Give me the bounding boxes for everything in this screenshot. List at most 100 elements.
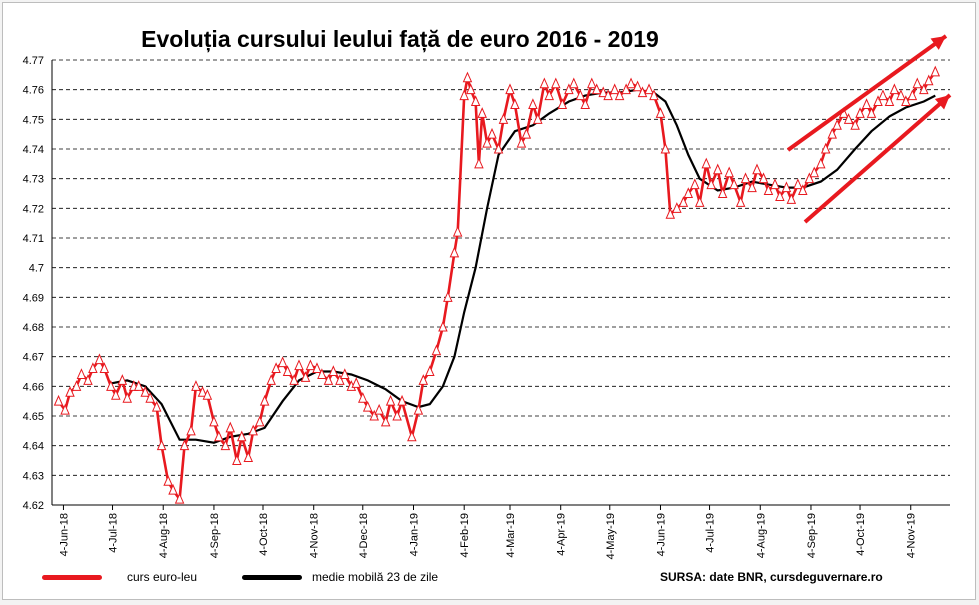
x-tick-label: 4-May-19 [605, 513, 617, 559]
rate-marker [873, 95, 883, 107]
rate-marker [83, 374, 93, 385]
legend-item-rate: curs euro-leu [42, 565, 197, 589]
rate-marker [557, 98, 568, 109]
rate-marker [425, 365, 435, 376]
rate-marker [690, 178, 700, 190]
rate-marker [191, 380, 201, 391]
rate-series [53, 65, 941, 504]
rate-marker [438, 320, 448, 332]
legend: curs euro-leu medie mobilă 23 de zile [0, 565, 979, 595]
rate-marker [809, 166, 820, 178]
rate-marker [923, 74, 934, 86]
trend-arrow-head [930, 36, 946, 50]
axes [51, 60, 950, 510]
rate-marker [407, 430, 417, 442]
y-tick-label: 4.7 [29, 263, 44, 275]
rate-marker [740, 172, 751, 184]
rate-marker [626, 77, 636, 89]
rate-marker [912, 77, 923, 89]
trend-arrow-head [934, 95, 950, 110]
rate-marker [655, 107, 666, 118]
rate-marker [729, 178, 739, 190]
rate-marker [487, 127, 497, 139]
rate-marker [528, 98, 538, 109]
rate-marker [683, 187, 694, 198]
rate-marker [724, 166, 734, 178]
rate-marker [758, 172, 769, 184]
legend-swatch-rate [42, 574, 102, 580]
rate-marker [884, 95, 895, 107]
rate-marker [99, 362, 110, 374]
rate-marker [493, 142, 504, 154]
rate-marker [781, 181, 792, 193]
legend-item-moving-average: medie mobilă 23 de zile [242, 565, 438, 589]
x-tick-label: 4-Mar-19 [505, 513, 517, 558]
rate-marker [672, 202, 682, 213]
rate-marker [861, 98, 872, 109]
rate-marker [71, 380, 82, 391]
rate-marker [901, 95, 911, 107]
rate-marker [660, 142, 671, 154]
rate-marker [317, 368, 327, 379]
rate-marker [649, 89, 659, 101]
rate-marker [614, 89, 625, 101]
y-tick-label: 4.73 [23, 174, 44, 186]
x-tick-label: 4-Oct-19 [855, 513, 867, 556]
rate-marker [174, 492, 185, 504]
rate-marker [106, 380, 116, 391]
trend-arrow [786, 34, 948, 152]
rate-marker [798, 184, 808, 196]
rate-marker [369, 409, 380, 421]
rate-marker [277, 356, 288, 368]
trend-arrows [786, 34, 952, 224]
rate-marker [168, 483, 178, 495]
rate-marker [443, 291, 453, 302]
rate-marker [374, 403, 384, 415]
rate-marker [232, 454, 242, 465]
rate-marker [694, 196, 705, 207]
rate-marker [637, 86, 648, 98]
legend-label-moving-average: medie mobilă 23 de zile [312, 570, 439, 584]
rate-marker [564, 83, 574, 95]
moving-average-line [110, 88, 936, 444]
rate-marker [449, 246, 460, 258]
rate-marker [804, 172, 815, 184]
rate-marker [763, 184, 774, 196]
rate-marker [111, 389, 121, 400]
x-tick-label: 4-Sep-18 [209, 513, 221, 558]
legend-swatch-moving-average [242, 574, 302, 580]
x-tick-label: 4-Nov-19 [906, 513, 918, 558]
rate-marker [678, 196, 689, 207]
chart-title: Evoluția cursului leului față de euro 20… [141, 26, 659, 52]
rate-marker [498, 113, 509, 124]
rate-marker [587, 77, 597, 89]
rate-marker [747, 181, 757, 193]
rate-marker [60, 403, 70, 415]
rate-marker [328, 365, 339, 376]
y-tick-label: 4.65 [23, 411, 44, 423]
rate-marker [385, 394, 396, 406]
rate-marker [510, 98, 520, 109]
rate-marker [186, 424, 196, 436]
rate-marker [516, 136, 527, 148]
rate-marker [335, 374, 345, 385]
rate-marker [243, 451, 254, 463]
rate-marker [53, 394, 64, 406]
rate-marker [603, 89, 613, 101]
rate-marker [156, 439, 167, 451]
rate-marker [735, 196, 746, 207]
rate-marker [930, 65, 941, 77]
y-tick-label: 4.64 [23, 441, 44, 453]
rate-marker [248, 424, 258, 436]
rate-marker [209, 415, 219, 427]
x-tick-label: 4-Jan-19 [408, 513, 420, 556]
rate-marker [305, 359, 316, 371]
rate-marker [712, 163, 723, 175]
rate-marker [259, 394, 270, 406]
rate-marker [122, 391, 133, 403]
x-tick-label: 4-Jul-18 [108, 513, 120, 553]
rate-marker [474, 157, 484, 169]
rate-marker [896, 89, 906, 101]
rate-marker [551, 77, 561, 89]
rate-marker [452, 225, 463, 237]
